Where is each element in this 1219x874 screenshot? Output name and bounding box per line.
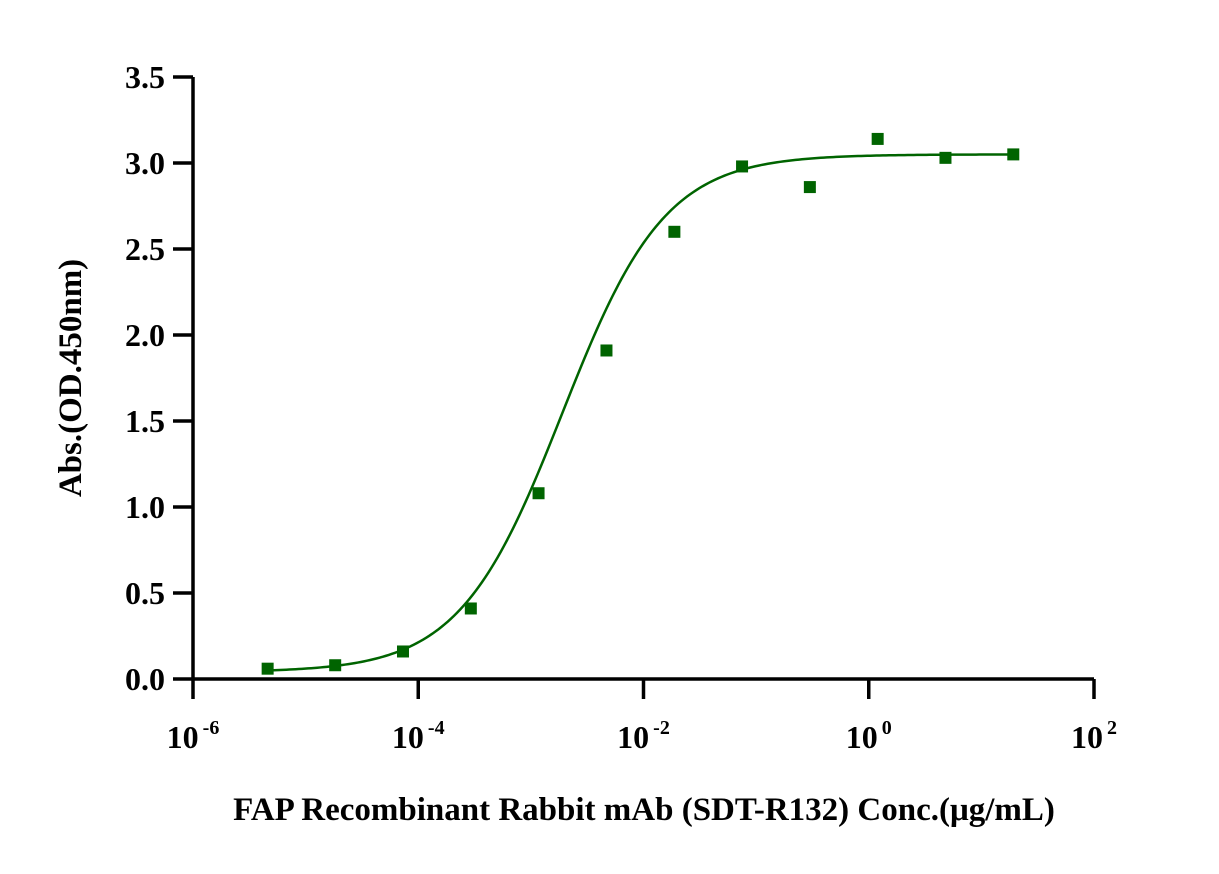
- data-point: [396, 645, 409, 658]
- x-tick-label: 10 0: [846, 717, 892, 755]
- fit-curve: [267, 153, 1014, 672]
- y-tick-label: 3.0: [125, 145, 165, 181]
- x-tick-base: 10: [167, 719, 199, 755]
- x-ticks: 10 -6 10 -4 10 -2 10 0 10 2: [167, 679, 1117, 755]
- x-tick-label: 10 -2: [617, 717, 670, 755]
- y-axis-label: Abs.(OD.450nm): [53, 259, 89, 497]
- data-points: [261, 132, 1020, 675]
- y-tick-label: 0.5: [125, 575, 165, 611]
- x-tick-label: 10 2: [1071, 717, 1117, 755]
- y-tick-label: 2.5: [125, 231, 165, 267]
- data-point: [464, 602, 477, 615]
- y-tick-label: 3.5: [125, 59, 165, 95]
- data-point: [261, 662, 274, 675]
- x-tick-exponent: -4: [428, 717, 445, 739]
- data-point: [532, 487, 545, 500]
- y-tick-label: 1.0: [125, 489, 165, 525]
- data-point: [668, 225, 681, 238]
- x-tick-exponent: 2: [1107, 717, 1117, 739]
- x-axis-label: FAP Recombinant Rabbit mAb (SDT-R132) Co…: [233, 792, 1055, 828]
- x-tick-base: 10: [392, 719, 424, 755]
- x-tick-label: 10 -6: [167, 717, 220, 755]
- axes: [191, 77, 1094, 681]
- data-point: [329, 659, 342, 672]
- data-point: [600, 344, 613, 357]
- x-tick-exponent: 0: [882, 717, 892, 739]
- y-tick-label: 0.0: [125, 661, 165, 697]
- y-tick-label: 2.0: [125, 317, 165, 353]
- x-tick-exponent: -2: [653, 717, 670, 739]
- data-point: [803, 181, 816, 194]
- x-tick-base: 10: [1071, 719, 1103, 755]
- data-point: [871, 132, 884, 145]
- data-point: [939, 151, 952, 164]
- y-tick-label: 1.5: [125, 403, 165, 439]
- data-point: [736, 160, 749, 173]
- x-tick-exponent: -6: [203, 717, 220, 739]
- x-tick-base: 10: [617, 719, 649, 755]
- x-tick-base: 10: [846, 719, 878, 755]
- x-tick-label: 10 -4: [392, 717, 445, 755]
- y-ticks: 0.0 0.5 1.0 1.5 2.0 2.5 3.0 3.5: [125, 59, 193, 697]
- data-point: [1007, 148, 1020, 161]
